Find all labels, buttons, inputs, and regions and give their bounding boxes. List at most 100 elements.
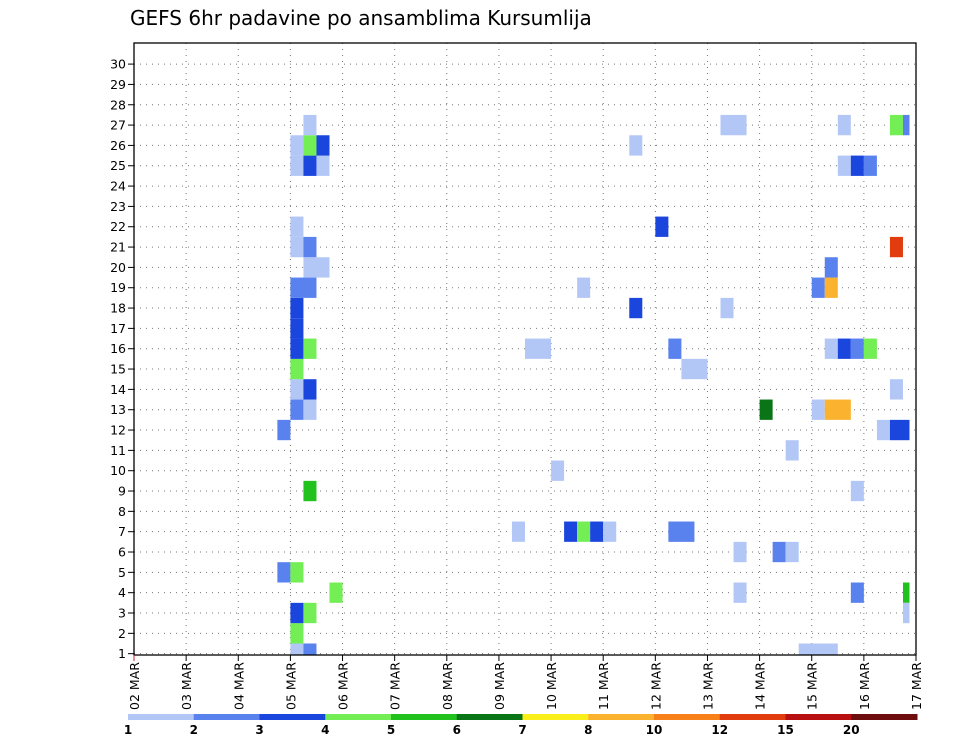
precip-cell bbox=[303, 602, 317, 624]
y-tick-label: 19 bbox=[110, 280, 126, 295]
precip-cell bbox=[785, 541, 799, 563]
precip-cell bbox=[303, 379, 317, 400]
precip-cell bbox=[720, 114, 747, 136]
colorbar-label: 3 bbox=[255, 723, 263, 737]
precip-cell bbox=[668, 338, 682, 359]
y-tick-label: 24 bbox=[110, 179, 126, 194]
precip-cell bbox=[290, 216, 304, 237]
precip-cell bbox=[655, 216, 669, 237]
y-tick-label: 7 bbox=[118, 524, 126, 539]
y-tick-label: 1 bbox=[118, 646, 126, 661]
colorbar-label: 8 bbox=[584, 723, 592, 737]
precip-cell bbox=[798, 643, 838, 655]
y-tick-label: 6 bbox=[118, 545, 126, 560]
y-tick-label: 23 bbox=[110, 199, 126, 214]
precip-cell bbox=[850, 480, 864, 502]
x-tick-label: 10 MAR bbox=[544, 662, 559, 710]
colorbar-label: 6 bbox=[453, 723, 461, 737]
colorbar-swatch bbox=[851, 714, 918, 720]
y-tick-label: 5 bbox=[118, 565, 126, 580]
precip-cell bbox=[837, 114, 851, 136]
precip-cell bbox=[290, 602, 304, 624]
precip-cell bbox=[837, 338, 851, 359]
precip-cell bbox=[525, 338, 552, 359]
precip-cell bbox=[668, 521, 695, 542]
precip-cell bbox=[772, 541, 786, 563]
precip-cell bbox=[902, 602, 910, 624]
precip-cell bbox=[316, 135, 330, 156]
y-tick-label: 27 bbox=[110, 118, 126, 133]
precip-cell bbox=[590, 521, 604, 542]
y-tick-label: 9 bbox=[118, 484, 126, 499]
precip-cell bbox=[290, 135, 304, 156]
precip-cell bbox=[303, 236, 317, 258]
precip-cell bbox=[303, 114, 317, 136]
precip-cell bbox=[290, 236, 304, 258]
precip-cell bbox=[902, 582, 910, 603]
precip-cell bbox=[303, 643, 317, 655]
precip-cell bbox=[733, 541, 747, 563]
precip-cell bbox=[290, 338, 304, 359]
x-tick-label: 13 MAR bbox=[700, 662, 715, 710]
precip-cell bbox=[811, 399, 825, 420]
precip-cell bbox=[564, 521, 578, 542]
precip-cell bbox=[850, 338, 864, 359]
colorbar-label: 1 bbox=[124, 723, 132, 737]
colorbar-swatch bbox=[654, 714, 721, 720]
x-tick-label: 11 MAR bbox=[596, 662, 611, 710]
x-axis: 02 MAR 03 MAR 04 MAR 05 MAR 06 MAR 07 MAR 08 M… bbox=[127, 655, 924, 710]
y-tick-label: 14 bbox=[110, 382, 126, 397]
colorbar-swatch bbox=[193, 714, 260, 720]
y-tick-label: 25 bbox=[110, 158, 126, 173]
precip-cell bbox=[277, 419, 291, 441]
precip-cell bbox=[303, 135, 317, 156]
precip-cell bbox=[303, 480, 317, 502]
y-tick-label: 28 bbox=[110, 97, 126, 112]
y-tick-label: 30 bbox=[110, 57, 126, 72]
precip-cell bbox=[785, 440, 799, 461]
y-tick-label: 21 bbox=[110, 240, 126, 255]
precip-cell bbox=[850, 582, 864, 603]
x-tick-label: 08 MAR bbox=[440, 662, 455, 710]
x-tick-label: 02 MAR bbox=[127, 662, 142, 710]
precip-cell bbox=[290, 318, 304, 339]
colorbar-swatch bbox=[391, 714, 458, 720]
y-tick-label: 12 bbox=[110, 423, 126, 438]
precip-cell bbox=[290, 623, 304, 644]
precip-cell bbox=[277, 562, 291, 583]
precip-cell bbox=[290, 399, 304, 420]
colorbar-swatch bbox=[522, 714, 589, 720]
y-tick-label: 20 bbox=[110, 260, 126, 275]
precip-cell bbox=[824, 338, 838, 359]
colorbar-label: 12 bbox=[711, 723, 728, 737]
precip-cell bbox=[603, 521, 617, 542]
y-tick-label: 13 bbox=[110, 402, 126, 417]
x-tick-label: 05 MAR bbox=[283, 662, 298, 710]
colorbar-label: 20 bbox=[843, 723, 860, 737]
precip-cell bbox=[290, 358, 304, 380]
precip-cell bbox=[629, 297, 643, 319]
x-tick-label: 07 MAR bbox=[388, 662, 403, 710]
precip-cell bbox=[629, 135, 643, 156]
precip-cell bbox=[290, 562, 304, 583]
y-tick-label: 8 bbox=[118, 504, 126, 519]
precip-cell bbox=[824, 257, 838, 278]
y-tick-label: 4 bbox=[118, 585, 126, 600]
precip-cell bbox=[290, 155, 304, 176]
x-tick-label: 03 MAR bbox=[179, 662, 194, 710]
colorbar-swatch bbox=[588, 714, 655, 720]
precip-cell bbox=[824, 399, 851, 420]
colorbar-label: 4 bbox=[321, 723, 329, 737]
x-tick-label: 17 MAR bbox=[909, 662, 924, 710]
precip-cell bbox=[889, 379, 903, 400]
x-tick-label: 14 MAR bbox=[753, 662, 768, 710]
precip-cell bbox=[863, 338, 877, 359]
precip-cell bbox=[681, 358, 708, 380]
precip-cell bbox=[850, 155, 864, 176]
colorbar-swatch bbox=[325, 714, 392, 720]
y-tick-label: 17 bbox=[110, 321, 126, 336]
colorbar-swatch bbox=[128, 714, 195, 720]
x-tick-label: 09 MAR bbox=[492, 662, 507, 710]
precip-cell bbox=[303, 155, 317, 176]
